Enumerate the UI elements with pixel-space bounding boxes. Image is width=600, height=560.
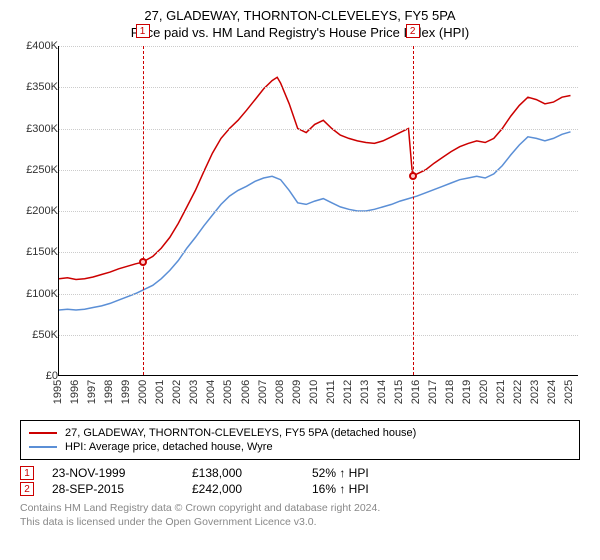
x-tick-label: 2012 [342,380,354,404]
x-tick-label: 2018 [444,380,456,404]
x-tick-label: 2005 [222,380,234,404]
x-tick-label: 2013 [359,380,371,404]
sale-price: £242,000 [192,482,312,496]
gridline-h [59,335,578,336]
x-tick-label: 2004 [205,380,217,404]
x-tick-label: 2003 [188,380,200,404]
x-tick-label: 2009 [291,380,303,404]
x-tick-label: 2010 [308,380,320,404]
legend-item: HPI: Average price, detached house, Wyre [29,441,571,453]
x-tick-label: 2000 [137,380,149,404]
x-tick-label: 2025 [563,380,575,404]
legend-item: 27, GLADEWAY, THORNTON-CLEVELEYS, FY5 5P… [29,427,571,439]
sale-index-box: 2 [20,482,34,496]
y-tick-label: £150K [26,246,58,258]
x-tick-label: 1997 [86,380,98,404]
x-tick-label: 1995 [52,380,64,404]
x-tick-label: 2008 [274,380,286,404]
sale-row: 1 23-NOV-1999£138,00052% ↑ HPI [20,466,580,480]
x-tick-label: 2024 [546,380,558,404]
sale-marker-label: 2 [406,24,420,38]
x-tick-label: 2001 [154,380,166,404]
x-tick-label: 2007 [257,380,269,404]
legend-label: 27, GLADEWAY, THORNTON-CLEVELEYS, FY5 5P… [65,427,416,439]
x-tick-label: 2015 [393,380,405,404]
gridline-h [59,170,578,171]
sale-date: 28-SEP-2015 [52,482,192,496]
x-tick-label: 2014 [376,380,388,404]
footer-line2: This data is licensed under the Open Gov… [20,516,580,530]
y-tick-label: £300K [26,123,58,135]
y-tick-label: £100K [26,288,58,300]
title-address: 27, GLADEWAY, THORNTON-CLEVELEYS, FY5 5P… [10,8,590,23]
sale-index-box: 1 [20,466,34,480]
y-tick-label: £400K [26,40,58,52]
x-tick-label: 2020 [478,380,490,404]
sale-date: 23-NOV-1999 [52,466,192,480]
footer-line1: Contains HM Land Registry data © Crown c… [20,502,580,516]
x-tick-label: 2023 [529,380,541,404]
legend-box: 27, GLADEWAY, THORNTON-CLEVELEYS, FY5 5P… [20,420,580,460]
sale-marker-label: 1 [136,24,150,38]
legend-label: HPI: Average price, detached house, Wyre [65,441,273,453]
x-tick-label: 2017 [427,380,439,404]
x-tick-label: 2002 [171,380,183,404]
sales-list: 1 23-NOV-1999£138,00052% ↑ HPI 2 28-SEP-201… [10,466,590,496]
x-tick-label: 2022 [512,380,524,404]
x-tick-label: 2011 [325,380,337,404]
y-tick-label: £50K [32,329,58,341]
chart-area: 12 £0£50K£100K£150K£200K£250K£300K£350K£… [10,46,590,416]
gridline-h [59,294,578,295]
y-tick-label: £250K [26,164,58,176]
sale-marker-line [413,46,414,375]
plot-region: 12 [58,46,578,376]
x-tick-label: 1999 [120,380,132,404]
series-line-hpi [59,132,571,310]
sale-marker-line [143,46,144,375]
sale-marker-dot [409,172,417,180]
title-sub: Price paid vs. HM Land Registry's House … [10,25,590,40]
legend-swatch [29,446,57,448]
sale-price: £138,000 [192,466,312,480]
x-tick-label: 2016 [410,380,422,404]
x-tick-label: 2019 [461,380,473,404]
x-tick-label: 1996 [69,380,81,404]
y-tick-label: £350K [26,81,58,93]
sale-marker-dot [139,258,147,266]
sale-row: 2 28-SEP-2015£242,00016% ↑ HPI [20,482,580,496]
y-tick-label: £200K [26,205,58,217]
footer-attribution: Contains HM Land Registry data © Crown c… [20,502,580,529]
series-line-price_paid [59,77,571,279]
gridline-h [59,252,578,253]
x-tick-label: 2006 [240,380,252,404]
gridline-h [59,46,578,47]
x-tick-label: 1998 [103,380,115,404]
gridline-h [59,129,578,130]
sale-delta: 16% ↑ HPI [312,482,432,496]
gridline-h [59,211,578,212]
sale-delta: 52% ↑ HPI [312,466,432,480]
gridline-h [59,87,578,88]
x-tick-label: 2021 [495,380,507,404]
legend-swatch [29,432,57,434]
